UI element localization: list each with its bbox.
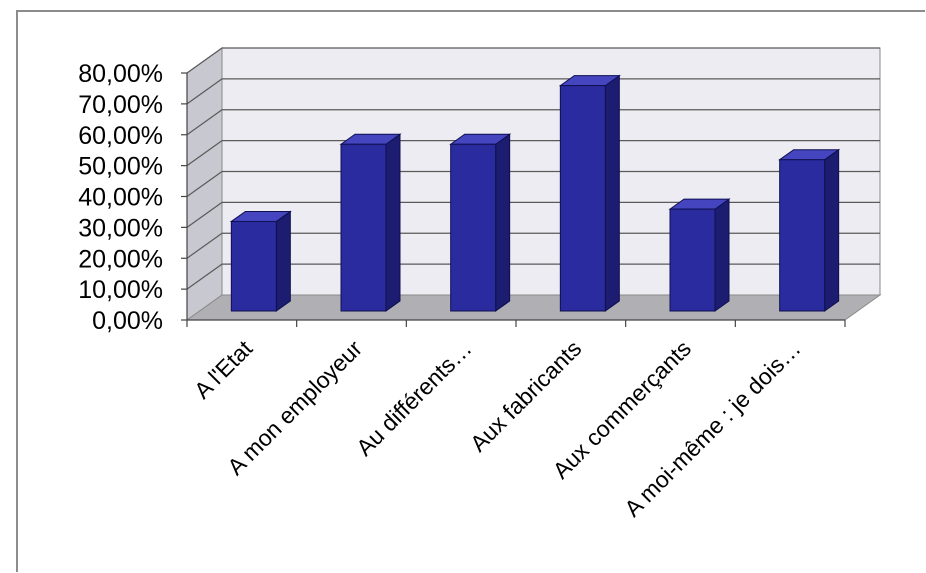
bar — [779, 159, 826, 312]
chart-walls — [185, 47, 882, 321]
y-tick-label: 40,00% — [78, 184, 163, 212]
y-tick-label: 60,00% — [78, 122, 163, 150]
gridlines — [186, 47, 880, 290]
y-axis: 0,00% 10,00% 20,00% 30,00%40,00% 50,00% 60,00… — [78, 60, 188, 335]
bar — [450, 143, 497, 312]
gridline — [186, 78, 880, 105]
bar — [230, 220, 277, 312]
x-tick-label: A moi-même : je dois… — [619, 335, 805, 521]
floor — [185, 294, 882, 321]
x-tick-label: Aux fabricants — [465, 335, 586, 456]
bar-series — [229, 74, 841, 312]
gridline — [186, 47, 880, 74]
y-tick-label: 20,00% — [78, 245, 163, 273]
bar-side — [714, 198, 730, 312]
gridline — [186, 109, 880, 136]
y-tick-label: 0,00% — [92, 307, 163, 335]
x-tick-label: Au différents… — [351, 335, 477, 461]
bar-side — [604, 74, 620, 312]
bar — [669, 208, 716, 312]
bar-side — [385, 133, 401, 312]
y-tick-label: 10,00% — [78, 276, 163, 304]
bar-side — [275, 210, 291, 312]
y-tick-label: 70,00% — [78, 91, 163, 119]
bar-side — [824, 148, 840, 312]
gridline — [186, 263, 880, 290]
gridline — [186, 170, 880, 197]
bar-side — [495, 133, 511, 312]
bar — [340, 143, 387, 312]
bar — [559, 85, 606, 312]
y-tick-label: 80,00% — [78, 60, 163, 88]
x-tick-label: A l'Etat — [189, 335, 258, 404]
y-tick-label: 50,00% — [78, 153, 163, 181]
gridline — [186, 232, 880, 259]
gridline — [186, 201, 880, 228]
y-tick-label: 30,00% — [78, 214, 163, 242]
gridline — [186, 140, 880, 167]
